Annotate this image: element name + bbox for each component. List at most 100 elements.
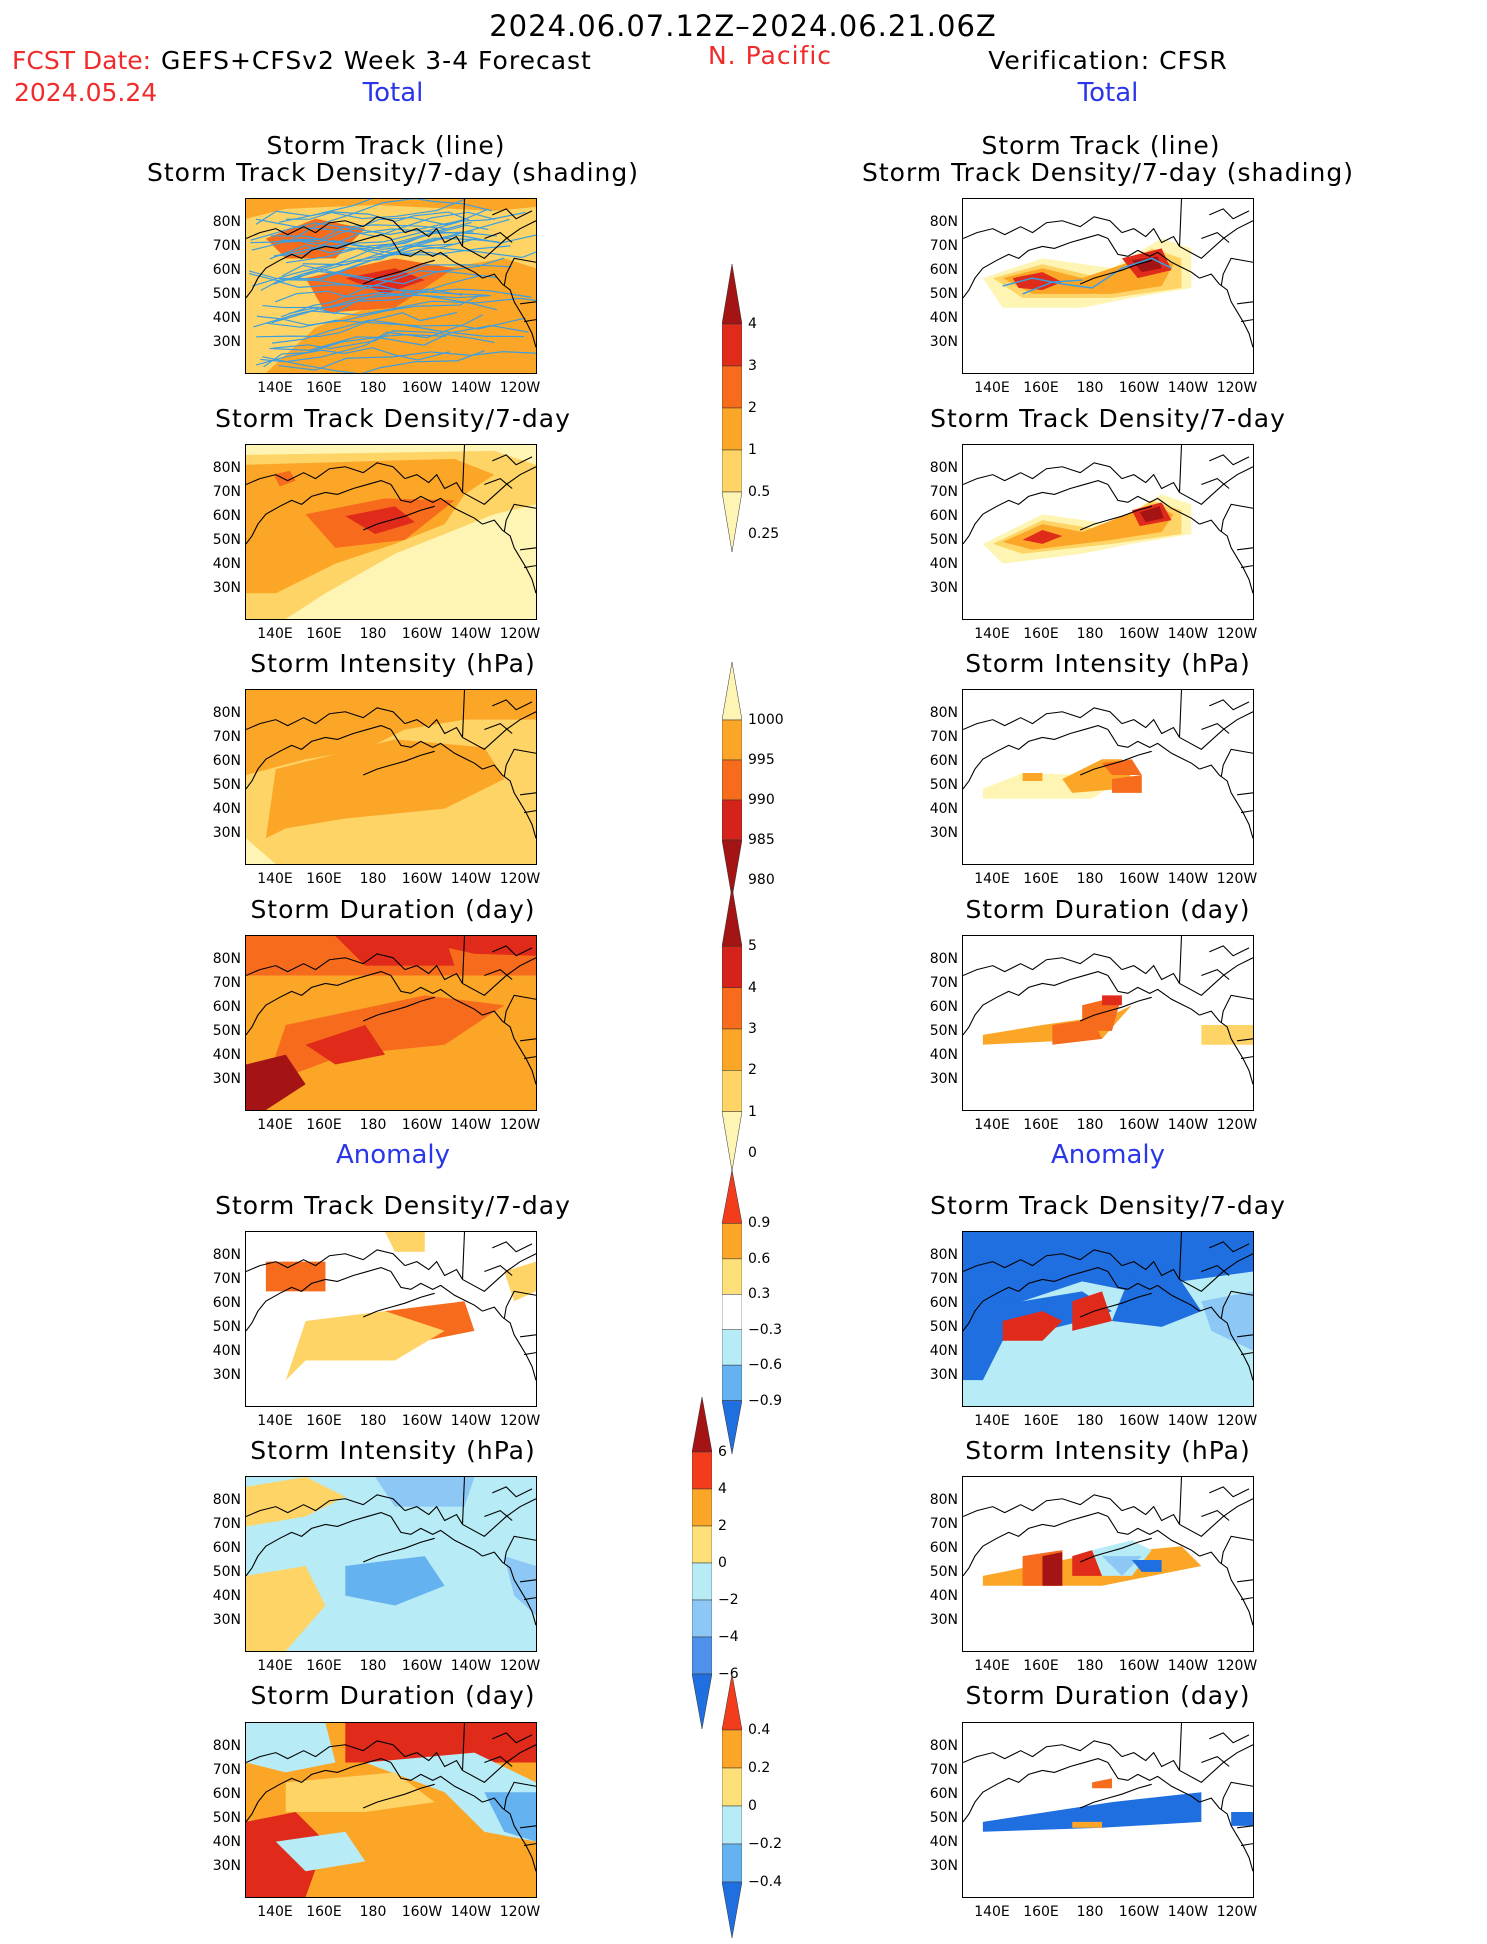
y-tick-label: 50N [212, 1319, 241, 1335]
coast-segment [1240, 565, 1253, 569]
coast-segment [461, 690, 466, 738]
coast-segment [1209, 1732, 1250, 1744]
x-tick-label: 140E [974, 1117, 1010, 1133]
coast-segment [1240, 1352, 1253, 1356]
y-tick-label: 60N [929, 1295, 958, 1311]
y-tick-label: 30N [212, 1071, 241, 1087]
y-tick-label: 80N [929, 705, 958, 721]
coast-segment [1079, 1783, 1152, 1809]
coast-segment [1042, 725, 1109, 740]
x-tick-label: 140E [257, 1658, 293, 1674]
storm-track [255, 347, 450, 366]
coast-segment [523, 565, 536, 569]
colorbar-label: 0 [748, 1145, 757, 1161]
storm-track [272, 319, 525, 344]
colorbar-swatch [721, 1258, 743, 1295]
map-panel-left-density-anom [245, 1231, 537, 1407]
x-tick-label: 120W [499, 1904, 541, 1920]
field-shading [1072, 1550, 1103, 1576]
x-tick-label: 160W [1118, 626, 1160, 642]
coast-segment [1179, 1253, 1253, 1292]
coast-segment [461, 445, 466, 493]
x-tick-label: 120W [499, 871, 541, 887]
colorbar-label: 990 [748, 792, 775, 808]
x-tick-label: 140W [450, 1658, 492, 1674]
x-tick-label: 160E [306, 626, 342, 642]
x-tick-label: 160E [1023, 1904, 1059, 1920]
coast-segment [246, 491, 326, 545]
coastline [246, 1723, 536, 1872]
y-tick-label: 50N [212, 1023, 241, 1039]
storm-track [1022, 279, 1083, 295]
coast-segment [520, 1334, 536, 1338]
x-tick-label: 140E [974, 1658, 1010, 1674]
y-tick-label: 30N [929, 1071, 958, 1087]
coast-segment [362, 1537, 435, 1563]
coast-segment [1107, 238, 1200, 279]
colorbar-label: 4 [748, 316, 757, 332]
field-shading [385, 1232, 425, 1252]
coast-segment [1079, 259, 1152, 285]
coast-segment [1220, 1781, 1253, 1811]
coast-segment [963, 1249, 1123, 1273]
colorbar-label: 4 [748, 979, 757, 996]
coast-segment [404, 1505, 463, 1525]
fcst-date: 2024.05.24 [14, 78, 158, 107]
field-shading [1102, 759, 1142, 776]
coast-segment [1199, 1306, 1253, 1381]
coast-segment [484, 1755, 513, 1767]
map-panel-right-track-line [962, 198, 1254, 374]
colorbar-label: 2 [748, 1062, 757, 1079]
y-tick-label: 60N [929, 999, 958, 1015]
coast-segment [1178, 445, 1183, 493]
y-tick-label: 30N [212, 334, 241, 350]
x-tick-label: 160W [401, 380, 443, 396]
colorbar-label: −2 [718, 1592, 739, 1608]
coast-segment [482, 1306, 536, 1381]
coast-segment [492, 1241, 533, 1253]
coast-segment [963, 736, 1043, 790]
title-intensity-anom-left: Storm Intensity (hPa) [250, 1436, 536, 1465]
colorbar-label: 0 [748, 1798, 757, 1814]
coast-segment [1107, 1271, 1200, 1312]
colorbar-swatch [721, 1881, 743, 1939]
coast-segment [1042, 1267, 1109, 1282]
map-panel-right-intensity [962, 689, 1254, 865]
y-tick-label: 70N [212, 975, 241, 991]
field-shading [275, 1831, 366, 1872]
y-tick-label: 60N [929, 262, 958, 278]
y-tick-label: 60N [212, 753, 241, 769]
coast-segment [1179, 711, 1253, 750]
coast-segment [1220, 503, 1253, 533]
coast-segment [1107, 729, 1200, 770]
y-tick-label: 70N [212, 238, 241, 254]
colorbar-swatch [721, 365, 743, 409]
coast-segment [1209, 699, 1250, 711]
coast-segment [404, 473, 463, 493]
title-duration-anom-left: Storm Duration (day) [250, 1681, 536, 1710]
x-tick-label: 140W [450, 871, 492, 887]
y-tick-label: 80N [212, 214, 241, 230]
coast-segment [362, 1292, 435, 1318]
field-shading [1042, 1552, 1063, 1586]
y-tick-label: 30N [212, 1612, 241, 1628]
coast-segment [1237, 792, 1253, 796]
map-panel-left-intensity-anom [245, 1476, 537, 1652]
y-tick-label: 30N [212, 1858, 241, 1874]
colorbar-swatch [721, 1400, 743, 1455]
y-tick-label: 60N [929, 1540, 958, 1556]
coast-segment [1178, 1477, 1183, 1525]
coast-segment [1201, 1755, 1230, 1767]
colorbar-swatch [691, 1488, 713, 1527]
x-tick-label: 160E [306, 871, 342, 887]
colorbar-swatch [721, 323, 743, 367]
coast-segment [404, 227, 463, 247]
coast-segment [246, 953, 406, 977]
coast-segment [492, 454, 533, 466]
coast-segment [404, 1260, 463, 1280]
coast-segment [1199, 1551, 1253, 1626]
coast-segment [404, 964, 463, 984]
field-shading [1072, 1821, 1103, 1828]
y-tick-label: 70N [212, 1762, 241, 1778]
y-tick-label: 60N [212, 262, 241, 278]
